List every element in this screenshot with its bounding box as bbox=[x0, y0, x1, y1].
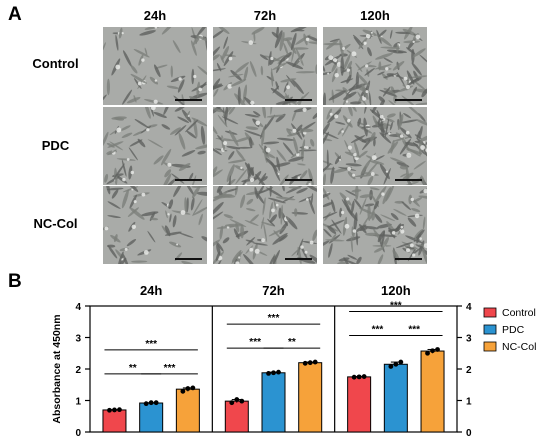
significance-label: *** bbox=[372, 324, 384, 335]
data-point bbox=[266, 371, 271, 376]
legend-label-control: Control bbox=[502, 307, 536, 319]
panel-title-120h: 120h bbox=[381, 283, 411, 298]
scale-bar bbox=[175, 258, 202, 260]
y-tick-label-left: 0 bbox=[75, 428, 81, 439]
significance-label: *** bbox=[390, 300, 402, 311]
bar-nc-col-120h bbox=[420, 350, 445, 433]
data-point bbox=[107, 407, 112, 413]
bar-control-72h bbox=[224, 400, 249, 433]
data-point bbox=[430, 348, 435, 354]
bar-pdc-120h bbox=[383, 363, 408, 433]
data-point bbox=[276, 369, 281, 375]
bar-pdc-24h bbox=[139, 402, 164, 433]
legend-swatch-nc-col bbox=[483, 341, 497, 352]
column-header-72h: 72h bbox=[253, 8, 277, 23]
data-point bbox=[117, 407, 122, 413]
data-point bbox=[143, 401, 149, 407]
data-point bbox=[388, 364, 394, 369]
scale-bar bbox=[285, 99, 312, 101]
y-tick-label-left: 1 bbox=[75, 397, 81, 408]
data-point bbox=[234, 397, 240, 402]
data-point bbox=[190, 385, 196, 391]
bar-control-24h bbox=[102, 409, 127, 433]
significance-label: ** bbox=[288, 337, 296, 348]
legend-swatch-pdc bbox=[483, 324, 497, 335]
data-point bbox=[180, 388, 186, 394]
column-header-120h: 120h bbox=[360, 8, 390, 23]
micrograph-control-72h bbox=[213, 27, 317, 105]
panel-title-24h: 24h bbox=[140, 283, 162, 298]
micrograph-pdc-24h bbox=[103, 107, 207, 185]
micrograph-nc-col-24h bbox=[103, 186, 207, 264]
y-tick-label-right: 1 bbox=[466, 397, 472, 408]
micrograph-nc-col-72h bbox=[213, 186, 317, 264]
bar-pdc-72h bbox=[261, 372, 286, 433]
micrograph-pdc-72h bbox=[213, 107, 317, 185]
data-point bbox=[239, 398, 245, 404]
panel-title-72h: 72h bbox=[262, 283, 284, 298]
significance-label: *** bbox=[408, 324, 420, 335]
legend-label-nc-col: NC-Col bbox=[502, 341, 536, 353]
scale-bar bbox=[175, 179, 202, 181]
scale-bar bbox=[175, 99, 202, 101]
panel-a-label: A bbox=[8, 4, 22, 25]
data-point bbox=[185, 386, 191, 391]
legend-label-pdc: PDC bbox=[502, 324, 525, 336]
row-header-nc-col: NC-Col bbox=[33, 216, 78, 231]
data-point bbox=[271, 370, 276, 376]
data-point bbox=[302, 360, 308, 366]
y-tick-label-right: 0 bbox=[466, 428, 472, 439]
micrograph-control-24h bbox=[103, 27, 207, 105]
panel-b-label: B bbox=[8, 271, 22, 292]
y-tick-label-right: 2 bbox=[466, 365, 472, 376]
significance-label: *** bbox=[249, 337, 261, 348]
data-point bbox=[356, 374, 362, 380]
data-point bbox=[229, 400, 235, 406]
data-point bbox=[112, 407, 117, 413]
micrograph-nc-col-120h bbox=[323, 186, 427, 264]
data-point bbox=[312, 359, 318, 365]
y-tick-label-left: 3 bbox=[75, 334, 81, 345]
y-tick-label-left: 4 bbox=[75, 302, 81, 313]
legend-swatch-control bbox=[483, 307, 497, 318]
data-point bbox=[425, 350, 430, 356]
data-point bbox=[361, 374, 367, 379]
data-point bbox=[148, 400, 154, 406]
scale-bar bbox=[395, 258, 422, 260]
significance-label: *** bbox=[145, 339, 157, 350]
row-header-pdc: PDC bbox=[41, 138, 70, 153]
y-tick-label-left: 2 bbox=[75, 365, 81, 376]
data-point bbox=[307, 360, 313, 366]
scale-bar bbox=[395, 99, 422, 101]
data-point bbox=[153, 400, 159, 406]
y-axis-label: Absorbance at 450nm bbox=[51, 314, 63, 423]
significance-label: ** bbox=[129, 363, 137, 374]
bar-nc-col-24h bbox=[175, 388, 200, 433]
bar-nc-col-72h bbox=[298, 362, 323, 433]
row-header-control: Control bbox=[32, 56, 79, 71]
micrograph-pdc-120h bbox=[323, 107, 427, 185]
scale-bar bbox=[395, 179, 422, 181]
data-point bbox=[351, 374, 357, 380]
scale-bar bbox=[285, 258, 312, 260]
y-tick-label-right: 3 bbox=[466, 334, 472, 345]
significance-label: *** bbox=[268, 313, 280, 324]
significance-label: *** bbox=[164, 363, 176, 374]
y-tick-label-right: 4 bbox=[466, 302, 472, 313]
data-point bbox=[393, 361, 399, 367]
data-point bbox=[435, 347, 440, 352]
bar-control-120h bbox=[347, 376, 372, 433]
column-header-24h: 24h bbox=[143, 8, 167, 23]
micrograph-control-120h bbox=[323, 27, 427, 105]
data-point bbox=[398, 359, 404, 365]
scale-bar bbox=[285, 179, 312, 181]
